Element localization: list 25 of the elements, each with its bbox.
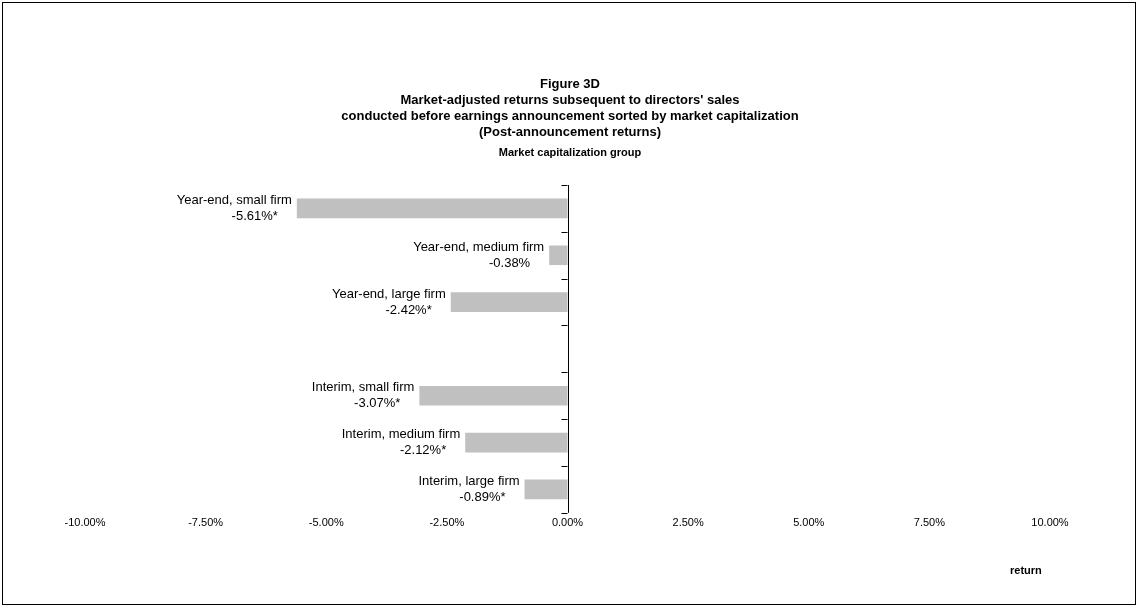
chart-title: Figure 3D <box>540 76 600 91</box>
data-label: -2.12%* <box>399 442 447 458</box>
y-tick-label: Interim, large firm <box>418 472 520 488</box>
x-tick-label: -5.00% <box>308 516 344 529</box>
x-tick-label: 7.50% <box>913 516 946 529</box>
x-tick-label: 2.50% <box>672 516 704 529</box>
x-tick-label: -7.50% <box>188 516 224 529</box>
chart-subtitle: Market-adjusted returns subsequent to directors' sales conducted before earnings announcement sorted by market capitalization (Post-announcement returns) <box>341 92 799 139</box>
x-tick-label: 5.00% <box>793 516 825 529</box>
x-tick-label: -10.00% <box>64 516 106 529</box>
x-tick-label: -2.50% <box>429 516 465 529</box>
y-tick-label: Year-end, large firm <box>332 285 446 301</box>
data-label: -2.42%* <box>385 301 432 317</box>
y-tick-label: Interim, medium firm <box>341 426 461 442</box>
x-tick-label: 0.00% <box>551 516 584 529</box>
x-tick-label: 10.00% <box>1031 516 1069 529</box>
y-tick-label: Interim, small firm <box>311 379 415 395</box>
data-label: -5.61%* <box>231 207 278 223</box>
x-axis-title: return <box>1010 564 1042 576</box>
data-label: -3.07%* <box>354 395 401 411</box>
y-tick-label: Year-end, small firm <box>176 191 292 207</box>
data-label: -0.38% <box>488 254 531 270</box>
y-tick-label: Year-end, medium firm <box>413 238 545 254</box>
y-axis-title: Market capitalization group <box>497 146 643 158</box>
data-label: -0.89%* <box>459 488 506 504</box>
